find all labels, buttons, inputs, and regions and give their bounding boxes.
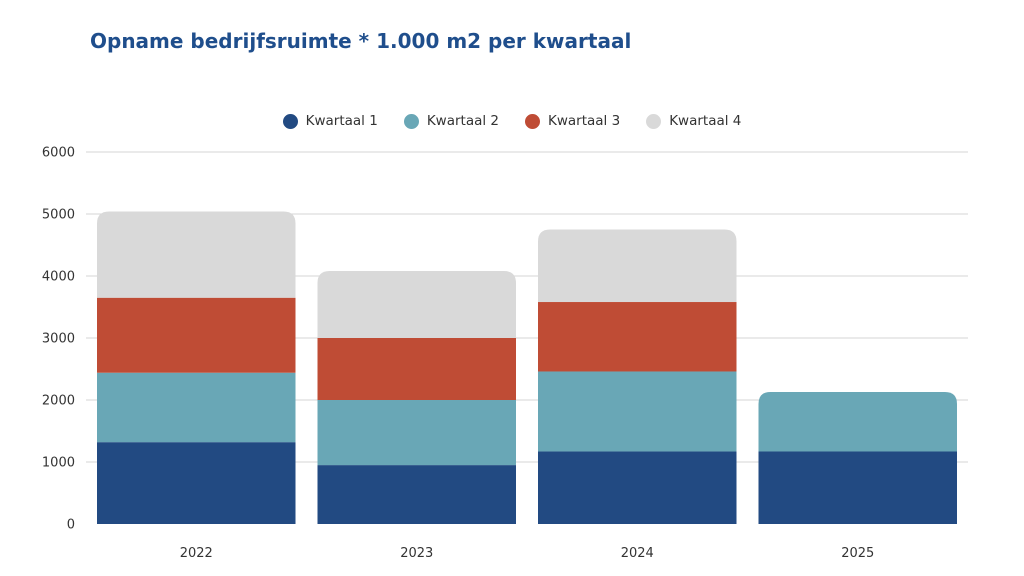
y-tick-label: 4000 [42,270,75,285]
x-tick-label-2025: 2025 [841,546,874,561]
bar-2023-kwartaal-4[interactable] [317,271,517,338]
bar-2025-kwartaal-2[interactable] [758,391,958,452]
chart-title: Opname bedrijfsruimte * 1.000 m2 per kwa… [90,29,632,53]
x-tick-label-2022: 2022 [180,546,213,561]
bar-2025-kwartaal-1[interactable] [758,451,958,524]
legend-item-kwartaal-3[interactable]: Kwartaal 3 [525,113,620,129]
bar-2022-kwartaal-1[interactable] [97,442,296,524]
bar-2022-kwartaal-3[interactable] [97,297,296,373]
bar-2023-kwartaal-3[interactable] [317,338,517,400]
legend-label-kwartaal-1: Kwartaal 1 [305,113,378,129]
legend-swatch-kwartaal-2 [403,113,419,129]
bar-2024-kwartaal-4[interactable] [538,229,737,303]
bar-2023-kwartaal-2[interactable] [317,400,517,466]
y-tick-label: 2000 [42,394,75,409]
bar-2024-kwartaal-1[interactable] [538,451,737,524]
legend-label-kwartaal-2: Kwartaal 2 [426,113,499,129]
bar-2023-kwartaal-1[interactable] [317,465,517,524]
legend-item-kwartaal-2[interactable]: Kwartaal 2 [403,113,499,129]
y-tick-label: 0 [67,518,75,533]
y-tick-label: 5000 [42,208,75,223]
legend-swatch-kwartaal-3 [525,113,540,129]
x-tick-label-2023: 2023 [400,546,433,561]
y-tick-label: 1000 [42,456,75,471]
legend-swatch-kwartaal-4 [646,113,662,129]
bar-2022-kwartaal-2[interactable] [97,372,296,443]
x-tick-label-2024: 2024 [621,546,654,561]
legend-label-kwartaal-4: Kwartaal 4 [669,113,742,129]
bar-2022-kwartaal-4[interactable] [97,211,296,298]
bar-2024-kwartaal-3[interactable] [538,302,737,372]
y-tick-label: 3000 [42,332,75,347]
legend-item-kwartaal-1[interactable]: Kwartaal 1 [282,113,378,129]
legend: Kwartaal 1 Kwartaal 2 Kwartaal 3 Kwartaa… [0,113,1024,129]
legend-swatch-kwartaal-1 [282,113,298,129]
legend-label-kwartaal-3: Kwartaal 3 [548,113,621,129]
bar-2024-kwartaal-2[interactable] [538,371,737,452]
legend-item-kwartaal-4[interactable]: Kwartaal 4 [646,113,741,129]
y-tick-label: 6000 [42,146,75,161]
